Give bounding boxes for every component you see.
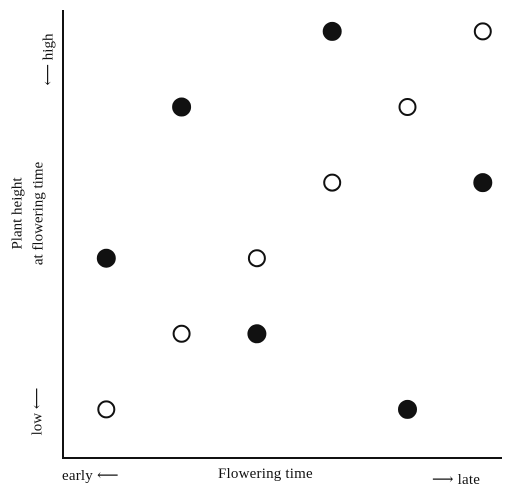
y-axis-title-line2: at flowering time (30, 161, 47, 266)
y-high-label: ⟵ high (39, 20, 58, 100)
open-point-5 (398, 98, 417, 116)
y-high-text: high (40, 33, 57, 61)
x-axis-title: Flowering time (218, 466, 313, 482)
filled-point-5 (398, 399, 417, 419)
data-points (96, 21, 493, 419)
open-point-4 (323, 173, 342, 192)
x-high-text: late (457, 472, 481, 488)
y-low-arrow-icon: ⟵ (29, 387, 46, 410)
filled-point-3 (247, 324, 267, 344)
y-low-text: low (29, 412, 46, 436)
filled-point-6 (473, 173, 493, 193)
x-low-text: early (62, 468, 93, 484)
y-low-label: low ⟵ (28, 372, 47, 452)
y-axis-title-line1: Plant height (9, 177, 26, 250)
x-low-label: early ⟵ (62, 466, 119, 485)
open-point-3 (247, 249, 266, 268)
open-point-6 (473, 22, 492, 41)
filled-point-4 (322, 21, 342, 41)
x-high-label: ⟶ late (432, 470, 480, 489)
arrow-right-icon: ⟶ (432, 472, 454, 488)
filled-point-2 (172, 97, 192, 117)
open-point-2 (172, 324, 191, 343)
arrow-left-icon: ⟵ (96, 468, 119, 484)
open-point-1 (97, 400, 116, 419)
y-high-arrow-icon: ⟵ (40, 63, 57, 86)
filled-point-1 (96, 248, 116, 268)
